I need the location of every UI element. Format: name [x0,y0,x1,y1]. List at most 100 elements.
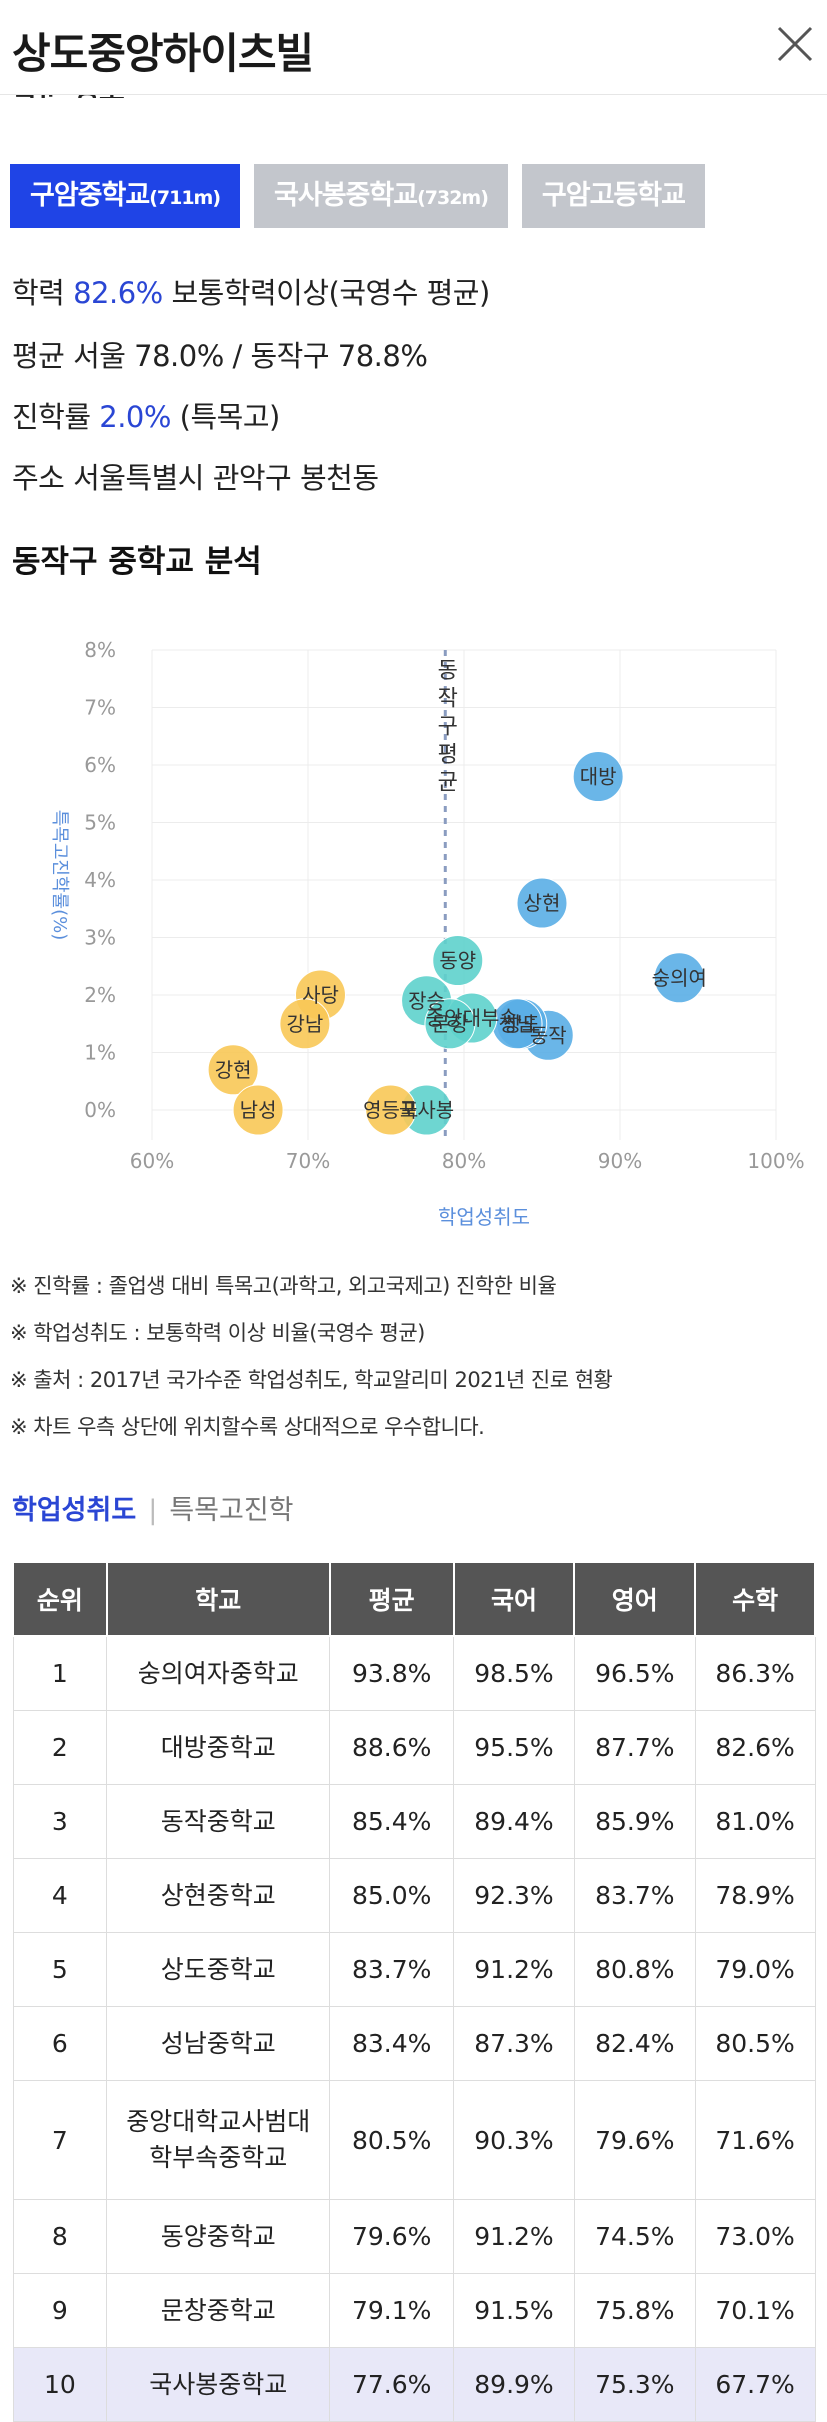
rank-cell: 7 [12,2080,108,2200]
x-tick-label: 70% [286,1149,330,1173]
y-tick-label: 8% [84,638,116,662]
table-row: 3 동작중학교 85.4% 89.4% 85.9% 81.0% [12,1784,816,1859]
average-cell: 85.0% [329,1858,455,1933]
data-point-label: 숭의여 [652,966,707,990]
average-cell: 79.1% [329,2273,455,2348]
advancement-label: 진학률 [12,400,100,434]
y-tick-label: 5% [84,811,116,835]
math-cell: 70.1% [694,2273,816,2348]
english-cell: 80.8% [573,1932,696,2007]
math-cell: 81.0% [694,1784,816,1859]
data-point [516,877,568,929]
data-point-label: 중앙대부속 [426,1006,518,1030]
x-tick-label: 100% [747,1149,804,1173]
english-cell: 82.4% [573,2006,696,2081]
data-point-label: 사당 [302,983,339,1007]
table-row: 4 상현중학교 85.0% 92.3% 83.7% 78.9% [12,1858,816,1933]
school-tab[interactable]: 국사봉중학교(732m) [254,164,508,228]
english-cell: 79.6% [573,2080,696,2200]
toggle-special-school[interactable]: 특목고진학 [169,1495,294,1526]
korean-cell: 98.5% [453,1635,575,1711]
math-cell: 82.6% [694,1710,816,1785]
average-cell: 83.7% [329,1932,455,2007]
x-tick-label: 80% [442,1149,486,1173]
data-point-label: 문창 [432,1012,469,1036]
close-icon[interactable] [773,22,817,66]
y-tick-label: 7% [84,696,116,720]
y-tick-label: 0% [84,1098,116,1122]
english-cell: 96.5% [573,1635,696,1711]
scatter-chart: 60% 70% 80% 90% 100% 0% 1% 2% 3% 4% 5% 6% 7% 8% 학업성취도 특… [49,638,805,1229]
y-tick-label: 1% [84,1041,116,1065]
table-row: 2 대방중학교 88.6% 95.5% 87.7% 82.6% [12,1710,816,1785]
korean-cell: 91.2% [453,1932,575,2007]
achievement-line: 학력 82.6% 보통학력이상(국영수 평균) [12,270,490,312]
col-header-rank: 순위 [12,1561,108,1637]
average-cell: 93.8% [329,1635,455,1711]
school-cell: 중앙대학교사범대학부속중학교 [106,2080,331,2200]
data-point-label: 대방 [580,765,617,789]
data-point [572,751,624,802]
school-tab-name: 구암중학교 [30,180,150,211]
school-tab[interactable]: 구암중학교(711m) [10,164,241,228]
korean-cell: 89.9% [453,2347,575,2422]
advancement-value: 2.0% [99,400,171,434]
school-cell: 숭의여자중학교 [106,1635,331,1711]
data-point-label: 성남 [499,1012,536,1036]
rank-cell: 1 [12,1635,108,1711]
english-cell: 85.9% [573,1784,696,1859]
chart-section-title: 동작구 중학교 분석 [12,544,262,580]
korean-cell: 87.3% [453,2006,575,2081]
table-row: 8 동양중학교 79.6% 91.2% 74.5% 73.0% [12,2199,816,2274]
school-tab-distance: (732m) [417,187,489,209]
korean-cell: 95.5% [453,1710,575,1785]
ranking-toggle: 학업성취도 | 특목고진학 [12,1488,294,1527]
school-cell: 상도중학교 [106,1932,331,2007]
toggle-achievement[interactable]: 학업성취도 [12,1495,137,1526]
average-cell: 85.4% [329,1784,455,1859]
advancement-line: 진학률 2.0% (특목고) [12,394,280,436]
table-row: 1 숭의여자중학교 93.8% 98.5% 96.5% 86.3% [12,1635,816,1711]
rank-cell: 8 [12,2199,108,2274]
average-cell: 88.6% [329,1710,455,1785]
data-point-label: 동작 [530,1023,567,1047]
data-point [279,998,331,1050]
rank-cell: 2 [12,1710,108,1785]
note: ※ 차트 우측 상단에 위치할수록 상대적으로 우수합니다. [10,1415,485,1439]
rank-cell: 6 [12,2006,108,2081]
table-header-row: 순위 학교 평균 국어 영어 수학 [12,1561,816,1637]
ranking-table: 순위 학교 평균 국어 영어 수학 1 숭의여자중학교 93.8% 98.5% … [12,1561,816,2422]
note: ※ 진학률 : 졸업생 대비 특목고(과학고, 외고국제고) 진학한 비율 [10,1274,557,1298]
average-line: 평균 서울 78.0% / 동작구 78.8% [12,339,428,373]
page-title: 상도중앙하이츠빌 [12,29,314,78]
korean-cell: 92.3% [453,1858,575,1933]
toggle-divider: | [148,1495,158,1526]
rank-cell: 4 [12,1858,108,1933]
app-header: 상도중앙하이츠빌 [0,0,827,95]
school-tab-distance: (711m) [149,187,221,209]
korean-cell: 89.4% [453,1784,575,1859]
table-row: 5 상도중학교 83.7% 91.2% 80.8% 79.0% [12,1932,816,2007]
english-cell: 75.8% [573,2273,696,2348]
korean-cell: 91.2% [453,2199,575,2274]
rank-cell: 3 [12,1784,108,1859]
col-header-korean: 국어 [452,1561,576,1637]
school-cell: 상현중학교 [106,1858,331,1933]
advancement-desc: (특목고) [170,400,281,434]
school-tabs: 구암중학교(711m) 국사봉중학교(732m) 구암고등학교 [10,164,827,228]
x-tick-label: 60% [130,1149,174,1173]
table-row: 6 성남중학교 83.4% 87.3% 82.4% 80.5% [12,2006,816,2081]
rank-cell: 9 [12,2273,108,2348]
table-row-current-school: 10 국사봉중학교 77.6% 89.9% 75.3% 67.7% [12,2347,816,2422]
x-axis-label: 학업성취도 [438,1205,530,1229]
math-cell: 80.5% [694,2006,816,2081]
y-axis-label: 특목고진학률(%) [49,810,70,941]
korean-cell: 91.5% [453,2273,575,2348]
data-point-label: 장승 [408,989,445,1013]
english-cell: 75.3% [573,2347,696,2422]
data-point [365,1084,417,1136]
achievement-value: 82.6% [73,276,163,310]
achievement-label: 학력 [12,276,74,310]
school-tab[interactable]: 구암고등학교 [521,164,705,228]
math-cell: 67.7% [694,2347,816,2422]
